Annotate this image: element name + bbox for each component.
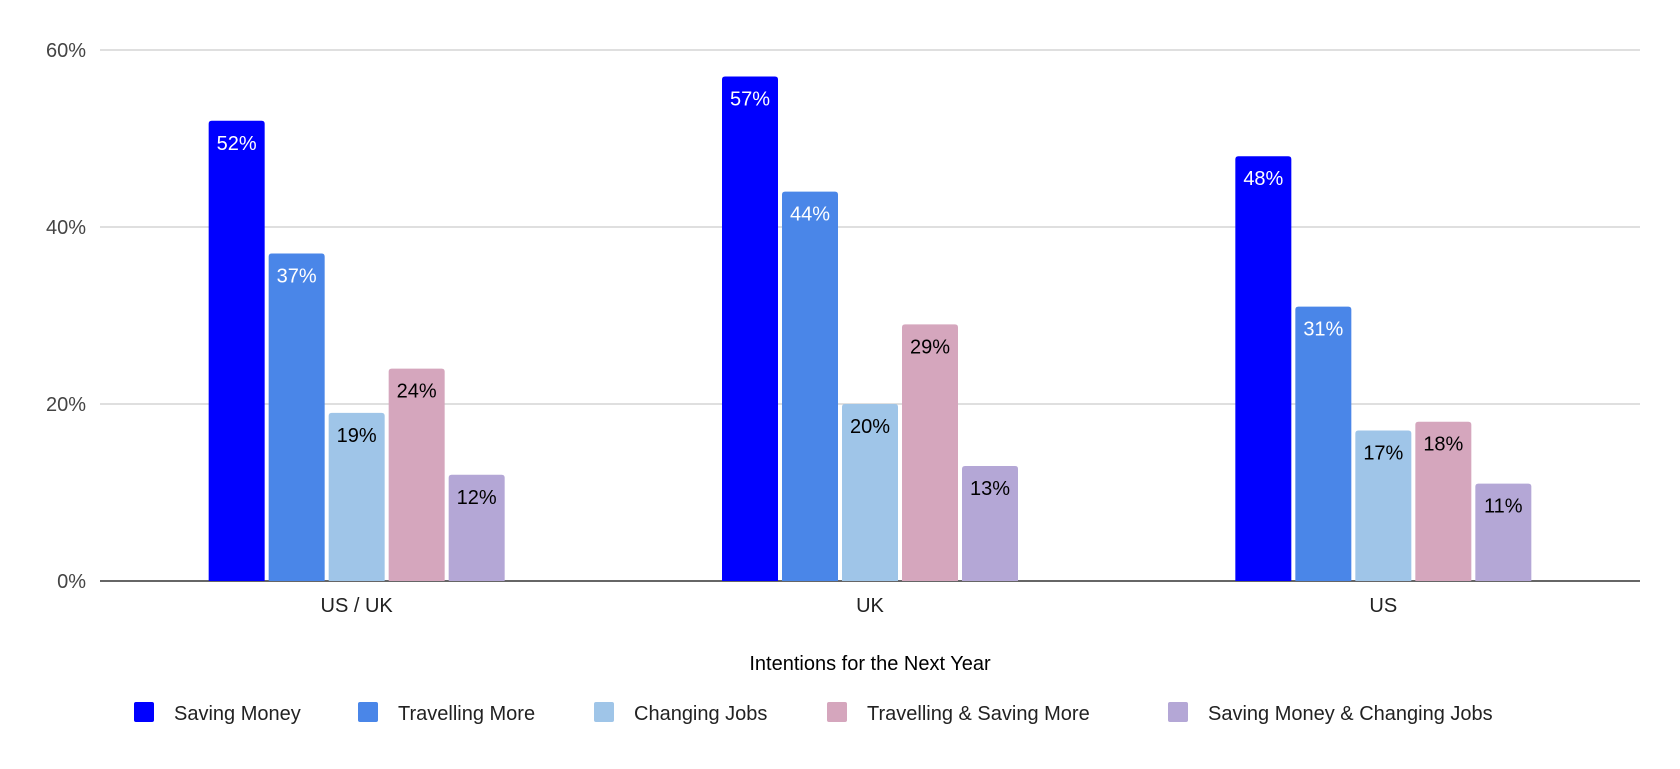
data-label: 48% — [1243, 168, 1283, 190]
data-label: 29% — [910, 336, 950, 358]
bar — [448, 474, 505, 581]
data-label: 13% — [970, 478, 1010, 500]
data-label: 57% — [730, 89, 770, 111]
bar — [1295, 306, 1352, 581]
data-label: 11% — [1484, 496, 1523, 518]
data-label: 37% — [277, 266, 317, 288]
data-label: 12% — [457, 487, 497, 509]
x-tick-label: UK — [856, 595, 884, 617]
y-tick-label: 20% — [46, 394, 86, 416]
bar — [722, 76, 778, 582]
legend-item: Saving Money — [134, 702, 301, 725]
bar — [268, 253, 325, 582]
bar — [1355, 430, 1412, 581]
bar — [842, 404, 898, 581]
legend-item: Saving Money & Changing Jobs — [1168, 702, 1493, 725]
bar — [1415, 421, 1472, 581]
data-label: 44% — [790, 204, 830, 226]
legend-item: Travelling & Saving More — [827, 702, 1090, 725]
bar — [328, 412, 385, 581]
bar — [962, 465, 1018, 581]
legend-label: Changing Jobs — [634, 703, 767, 725]
legend-label: Saving Money — [174, 703, 301, 725]
legend-swatch — [134, 702, 154, 722]
legend-label: Travelling More — [398, 703, 535, 725]
bar — [208, 120, 265, 582]
x-axis-title: Intentions for the Next Year — [749, 653, 991, 675]
legend-swatch — [358, 702, 378, 722]
data-label: 52% — [217, 133, 257, 155]
bar — [902, 324, 958, 581]
legend-item: Changing Jobs — [594, 702, 767, 725]
x-tick-label: US / UK — [321, 595, 394, 617]
data-label: 19% — [337, 425, 377, 447]
bar — [782, 191, 838, 581]
y-tick-label: 40% — [46, 217, 86, 239]
data-label: 20% — [850, 416, 890, 438]
bar — [1475, 483, 1532, 581]
y-tick-label: 60% — [46, 40, 86, 62]
data-label: 17% — [1363, 443, 1403, 465]
data-label: 24% — [397, 381, 437, 403]
legend-swatch — [594, 702, 614, 722]
legend-label: Travelling & Saving More — [867, 703, 1090, 725]
data-label: 18% — [1423, 434, 1463, 456]
y-tick-label: 0% — [57, 571, 86, 593]
legend-swatch — [1168, 702, 1188, 722]
x-tick-label: US — [1369, 595, 1397, 617]
legend-item: Travelling More — [358, 702, 535, 725]
legend-swatch — [827, 702, 847, 722]
bar — [388, 368, 445, 581]
legend-label: Saving Money & Changing Jobs — [1208, 703, 1493, 725]
data-label: 31% — [1303, 319, 1343, 341]
legend: Saving Money Travelling More Changing Jobs… — [134, 702, 1493, 725]
bar — [1235, 156, 1292, 581]
